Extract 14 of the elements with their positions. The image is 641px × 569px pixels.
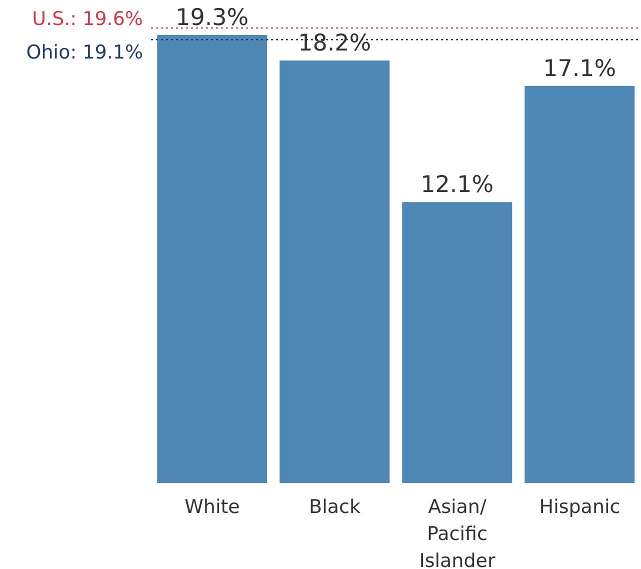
data-label: 19.3% xyxy=(176,4,249,31)
x-tick-label: Black xyxy=(309,496,360,518)
data-label: 18.2% xyxy=(298,30,372,56)
ref-line-label: U.S.: 19.6% xyxy=(32,8,143,30)
bar xyxy=(402,202,512,483)
data-label: 17.1% xyxy=(543,56,616,82)
ref-line-label: Ohio: 19.1% xyxy=(26,42,143,64)
bar xyxy=(524,86,635,483)
bar xyxy=(157,34,268,483)
x-tick-label: Hispanic xyxy=(539,496,620,518)
x-tick-label: White xyxy=(184,496,240,518)
bar xyxy=(280,60,390,483)
x-tick-label: Asian/Pacific Islander xyxy=(419,496,496,569)
data-label: 12.1% xyxy=(420,172,494,198)
